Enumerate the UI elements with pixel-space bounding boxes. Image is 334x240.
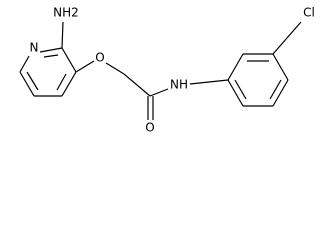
- bond: [149, 88, 169, 97]
- bond: [272, 21, 302, 55]
- atom-label: O: [145, 121, 154, 135]
- bond: [61, 47, 77, 73]
- double-bond: [234, 79, 247, 100]
- bond: [61, 71, 77, 97]
- bond: [123, 73, 151, 97]
- bond: [105, 62, 125, 75]
- bond: [19, 55, 30, 73]
- bond: [39, 47, 63, 53]
- double-bond: [26, 71, 39, 91]
- atom-labels: NH2 N O NH O Cl: [30, 6, 315, 135]
- atom-label: O: [95, 51, 104, 65]
- bond: [272, 53, 289, 81]
- bond: [227, 79, 244, 107]
- bond: [75, 60, 95, 73]
- double-bond: [43, 54, 59, 58]
- atom-label: N: [30, 41, 39, 55]
- atom-label: NH2: [53, 6, 79, 20]
- atom-label: NH: [170, 78, 188, 92]
- page: {"atoms": [ {"label": "NH2"}, {"label": …: [19, 5, 315, 135]
- atom-label: Cl: [303, 6, 315, 20]
- bond: [19, 71, 35, 97]
- bond: [61, 21, 64, 49]
- bond: [272, 79, 289, 107]
- structure-diagram: NH2 N O NH O Cl: [19, 6, 315, 135]
- bonds: [19, 21, 302, 120]
- double-bond: [56, 73, 67, 91]
- double-bond: [269, 79, 282, 100]
- bond: [227, 53, 244, 81]
- bond: [189, 79, 229, 85]
